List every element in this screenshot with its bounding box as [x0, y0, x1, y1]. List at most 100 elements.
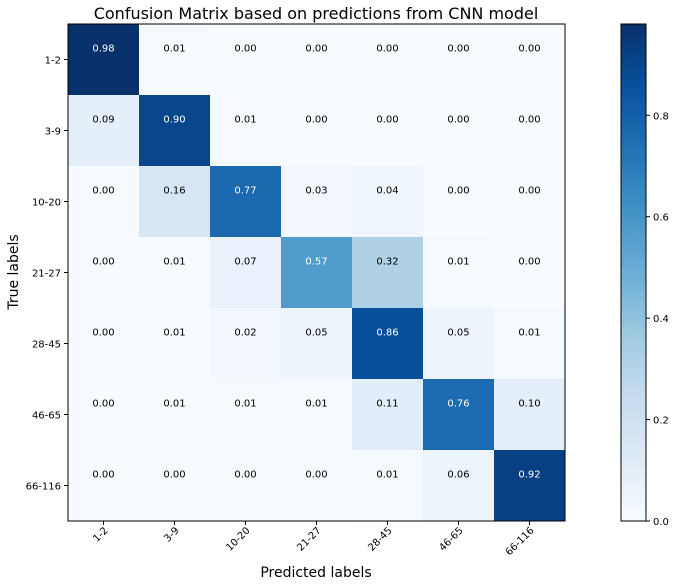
heatmap-cell	[281, 308, 353, 380]
heatmap-cell	[68, 24, 140, 96]
cell-value-label: 0.00	[518, 186, 540, 197]
heatmap-cell	[281, 450, 353, 522]
heatmap-cell	[494, 95, 566, 167]
cell-value-label: 0.04	[376, 186, 398, 197]
cell-value-label: 0.01	[234, 115, 256, 126]
heatmap-cell	[68, 237, 140, 309]
cell-value-label: 0.05	[305, 328, 327, 339]
y-tick-label: 66-116	[26, 482, 61, 493]
x-tick-label: 21-27	[295, 525, 323, 553]
y-tick-label: 10-20	[32, 198, 61, 209]
colorbar: 0.0 0.2 0.4 0.6 0.8	[620, 23, 669, 528]
cell-value-label: 0.10	[518, 399, 540, 410]
heatmap-cells	[68, 24, 566, 522]
cell-value-label: 0.92	[518, 470, 540, 481]
cell-value-label: 0.01	[163, 328, 185, 339]
heatmap-cell	[210, 308, 282, 380]
cell-value-label: 0.07	[234, 257, 256, 268]
x-tick-label: 28-45	[366, 525, 394, 553]
heatmap-cell	[352, 24, 424, 96]
y-axis-ticks: 1-2 3-9 10-20 21-27 28-45 46-65 66-116	[26, 56, 68, 493]
cell-value-label: 0.00	[92, 470, 114, 481]
heatmap-cell	[210, 379, 282, 451]
x-axis-ticks: 1-2 3-9 10-20 21-27 28-45 46-65 66-116	[91, 521, 537, 558]
cell-value-label: 0.05	[447, 328, 469, 339]
cell-value-label: 0.00	[305, 470, 327, 481]
cell-labels: 0.98 0.01 0.00 0.00 0.00 0.00 0.00 0.09 0.90 0.01…	[92, 44, 540, 481]
heatmap-cell	[281, 237, 353, 309]
x-tick-label: 1-2	[91, 525, 110, 544]
heatmap-cell	[423, 450, 495, 522]
heatmap-cell	[281, 95, 353, 167]
heatmap-cell	[423, 95, 495, 167]
cell-value-label: 0.01	[305, 399, 327, 410]
cell-value-label: 0.16	[163, 186, 185, 197]
heatmap-cell	[210, 166, 282, 238]
colorbar-tick-label: 0.4	[653, 314, 669, 325]
y-tick-label: 21-27	[32, 269, 61, 280]
x-tick-label: 10-20	[224, 525, 252, 553]
cell-value-label: 0.00	[518, 115, 540, 126]
y-tick-label: 46-65	[32, 411, 61, 422]
heatmap-cell	[139, 379, 211, 451]
heatmap-cell	[68, 450, 140, 522]
cell-value-label: 0.00	[305, 44, 327, 55]
cell-value-label: 0.01	[376, 470, 398, 481]
colorbar-tick-label: 0.8	[653, 111, 669, 122]
heatmap-cell	[281, 24, 353, 96]
cell-value-label: 0.01	[163, 399, 185, 410]
heatmap-cell	[423, 166, 495, 238]
x-axis-label: Predicted labels	[260, 565, 371, 581]
heatmap-cell	[423, 24, 495, 96]
heatmap-cell	[139, 308, 211, 380]
heatmap-cell	[281, 379, 353, 451]
cell-value-label: 0.90	[163, 115, 185, 126]
cell-value-label: 0.00	[376, 115, 398, 126]
heatmap-cell	[352, 95, 424, 167]
cell-value-label: 0.00	[92, 399, 114, 410]
heatmap-cell	[494, 450, 566, 522]
heatmap-cell	[494, 166, 566, 238]
heatmap-cell	[68, 308, 140, 380]
cell-value-label: 0.06	[447, 470, 469, 481]
cell-value-label: 0.02	[234, 328, 256, 339]
heatmap-cell	[139, 450, 211, 522]
y-tick-label: 3-9	[45, 127, 61, 138]
x-tick-label: 46-65	[437, 525, 465, 553]
y-axis-label: True labels	[6, 234, 22, 310]
heatmap-cell	[352, 237, 424, 309]
cell-value-label: 0.00	[447, 186, 469, 197]
heatmap-cell	[423, 308, 495, 380]
colorbar-tick-label: 0.6	[653, 213, 669, 224]
colorbar-gradient	[620, 23, 647, 522]
cell-value-label: 0.57	[305, 257, 327, 268]
heatmap-cell	[352, 308, 424, 380]
cell-value-label: 0.01	[234, 399, 256, 410]
colorbar-ticks: 0.0 0.2 0.4 0.6 0.8	[646, 111, 669, 528]
x-tick-label: 66-116	[504, 525, 537, 558]
cell-value-label: 0.09	[92, 115, 114, 126]
heatmap-cell	[423, 379, 495, 451]
heatmap-cell	[352, 450, 424, 522]
heatmap-cell	[210, 24, 282, 96]
heatmap-cell	[210, 237, 282, 309]
heatmap-cell	[352, 379, 424, 451]
cell-value-label: 0.77	[234, 186, 256, 197]
cell-value-label: 0.00	[163, 470, 185, 481]
cell-value-label: 0.00	[92, 328, 114, 339]
heatmap-cell	[494, 308, 566, 380]
heatmap-cell	[494, 379, 566, 451]
heatmap-cell	[139, 166, 211, 238]
cell-value-label: 0.03	[305, 186, 327, 197]
cell-value-label: 0.11	[376, 399, 398, 410]
cell-value-label: 0.01	[163, 257, 185, 268]
heatmap-cell	[68, 95, 140, 167]
cell-value-label: 0.00	[92, 257, 114, 268]
cell-value-label: 0.00	[518, 44, 540, 55]
cell-value-label: 0.00	[234, 44, 256, 55]
cell-value-label: 0.00	[518, 257, 540, 268]
cell-value-label: 0.01	[447, 257, 469, 268]
cell-value-label: 0.86	[376, 328, 398, 339]
cell-value-label: 0.00	[234, 470, 256, 481]
